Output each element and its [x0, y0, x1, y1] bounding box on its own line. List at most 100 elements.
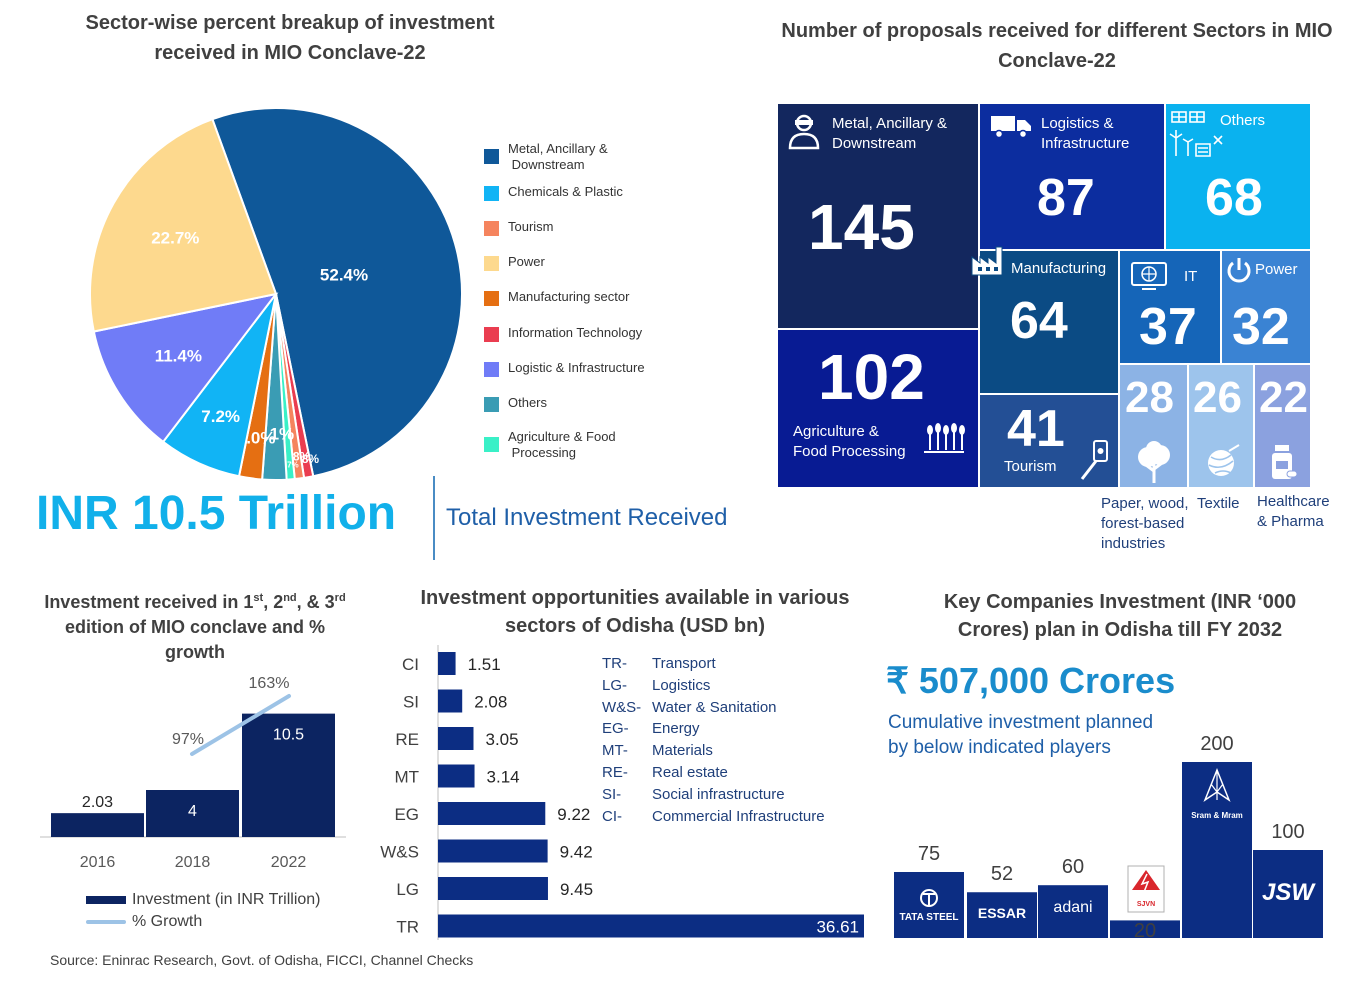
tm-label: Logistics &: [1041, 115, 1114, 132]
tm-label: IT: [1184, 268, 1198, 285]
editions-legend-bar-swatch: [86, 896, 126, 904]
editions-legend-bar-label: Investment (in INR Trillion): [132, 891, 321, 908]
investment-bar-label: 10.5: [273, 727, 304, 744]
opportunities-title-line1: Investment opportunities available in va…: [420, 587, 850, 609]
tm-label: Power: [1255, 261, 1298, 278]
investment-bar-label: 4: [188, 803, 197, 820]
truck-icon: [991, 116, 1031, 138]
abbreviation-code: W&S-: [602, 698, 642, 716]
y-tick-label: SI: [403, 693, 419, 712]
opportunity-value-label: 3.05: [485, 730, 518, 749]
tm-cell-logistics: Logistics & Infrastructure 87: [980, 104, 1164, 249]
abbreviation-meaning: Real estate: [652, 764, 728, 781]
opportunities-title: Investment opportunities available in va…: [400, 584, 870, 640]
abbreviation-meaning: Logistics: [652, 676, 711, 694]
tm-cell-manufacturing: Manufacturing 64: [980, 251, 1118, 393]
legend-label: Chemicals & Plastic: [508, 184, 623, 199]
tm-label: Tourism: [1004, 458, 1057, 475]
companies-title: Key Companies Investment (INR ‘000 Crore…: [900, 588, 1340, 644]
opportunity-value-label: 9.45: [560, 880, 593, 899]
legend-swatch: [484, 327, 499, 342]
tm-label: Downstream: [832, 135, 917, 152]
sjvn-logo-bolt: [1140, 873, 1150, 893]
opportunity-bar: [438, 802, 546, 825]
tm-cell-textile: 26: [1189, 365, 1253, 487]
legend-swatch: [484, 291, 499, 306]
y-tick-label: TR: [396, 918, 419, 937]
abbreviation-code: EG-: [602, 720, 629, 738]
opportunity-value-label: 9.42: [560, 843, 593, 862]
opportunity-value-label: 1.51: [468, 655, 501, 674]
investment-bar: [51, 813, 144, 837]
opportunity-bar: [438, 689, 463, 713]
factory-icon: [971, 246, 1003, 276]
abbreviation-meaning: Water & Sanitation: [652, 698, 777, 716]
tm-label: Metal, Ancillary &: [832, 115, 948, 132]
textile-caption: Textile: [1197, 495, 1240, 512]
tm-value: 41: [1007, 400, 1065, 458]
essar-logo: ESSAR: [978, 905, 1026, 921]
selfie-icon: [1080, 440, 1108, 480]
tm-label: Manufacturing: [1011, 260, 1107, 277]
pie-slice-label: 0.7%: [280, 460, 298, 469]
opportunity-bar: [438, 877, 548, 900]
power-icon: [1227, 258, 1251, 283]
sram-mram-logo: Sram & Mram: [1191, 811, 1243, 820]
editions-title-part2: , 2: [263, 592, 284, 612]
legend-label: Metal, Ancillary & Downstream: [508, 141, 608, 172]
company-value-label: 20: [1134, 920, 1156, 942]
y-tick-label: MT: [394, 768, 419, 787]
tm-value: 102: [818, 341, 925, 413]
pie-slice-label: 11.4%: [155, 346, 202, 365]
tree-icon: [1138, 441, 1170, 483]
tm-cell-metal: Metal, Ancillary & Downstream 145: [778, 104, 978, 328]
pie-slice-label: 7.2%: [201, 407, 240, 426]
total-investment-amount: INR 10.5 Trillion: [36, 487, 397, 540]
opportunity-bar: [438, 914, 864, 938]
pie-slice: [92, 292, 279, 444]
headline-divider: [433, 476, 435, 560]
abbreviation-meaning: Materials: [652, 742, 713, 760]
opportunity-bar: [438, 764, 475, 788]
company-value-label: 200: [1200, 733, 1233, 755]
sjvn-logo: SJVN: [1137, 901, 1155, 908]
y-tick-label: LG: [396, 880, 419, 899]
legend-label: Information Technology: [508, 325, 643, 340]
legend-label: Manufacturing sector: [508, 289, 630, 304]
x-tick-label: 2016: [80, 854, 116, 871]
legend-label: Logistic & Infrastructure: [508, 360, 645, 375]
tm-cell-it: IT 37: [1120, 251, 1220, 363]
legend-swatch: [484, 397, 499, 412]
tm-value: 37: [1139, 298, 1197, 356]
legend-swatch: [484, 362, 499, 377]
tm-value: 145: [808, 191, 915, 263]
editions-legend-line-label: % Growth: [132, 913, 203, 930]
editions-title-sup3: rd: [334, 592, 346, 604]
tm-label: Agriculture &: [793, 423, 879, 440]
abbreviation-meaning: Energy: [652, 720, 700, 738]
legend-swatch: [484, 149, 499, 164]
abbreviation-code: LG-: [602, 676, 628, 694]
opportunity-bar: [438, 839, 548, 863]
tm-value: 68: [1205, 169, 1263, 227]
pie-slice: [211, 107, 463, 478]
tm-cell-tourism: 41 Tourism: [980, 395, 1118, 487]
pie-chart: 52.4%0.8%0.8%0.7%2.1%2.0%7.2%11.4%22.7%: [89, 107, 463, 480]
tata-steel-logo: TATA STEEL: [899, 912, 958, 923]
abbreviation-code: SI-: [602, 785, 622, 803]
pie-slice-label: 22.7%: [151, 229, 199, 248]
growth-label: 97%: [172, 731, 204, 748]
pie-title: Sector-wise percent breakup of investmen…: [85, 12, 495, 64]
tm-cell-healthcare: 22: [1255, 365, 1310, 487]
legend-label: Power: [508, 254, 545, 269]
opportunities-chart: CI 1.51 SI 2.08 RE 3.05 MT 3.14 EG 9.22 W&S 9.42 LG 9…: [380, 645, 864, 940]
paper-caption-line1: Paper, wood,: [1101, 495, 1189, 512]
treemap-title: Number of proposals received for differe…: [781, 20, 1333, 72]
yarn-icon: [1208, 444, 1240, 476]
abbreviation-meaning: Social infrastructure: [652, 785, 785, 803]
opportunities-title-line2: sectors of Odisha (USD bn): [504, 615, 766, 637]
company-value-label: 75: [918, 843, 940, 865]
tm-value: 32: [1232, 298, 1290, 356]
companies-total: ₹ 507,000 Crores: [886, 660, 1176, 701]
editions-title-line2: edition of MIO conclave and %: [64, 617, 326, 637]
